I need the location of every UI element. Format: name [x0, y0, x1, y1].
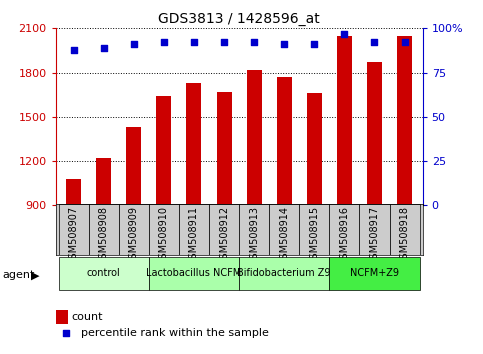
Text: agent: agent [2, 270, 35, 280]
Bar [149, 204, 179, 255]
Bar [389, 204, 420, 255]
Text: GSM508917: GSM508917 [369, 206, 380, 265]
Bar [269, 204, 299, 255]
Point [130, 41, 138, 47]
Bar [89, 204, 119, 255]
Text: ▶: ▶ [31, 270, 40, 280]
Bar [329, 204, 359, 255]
Bar [119, 204, 149, 255]
Bar [216, 92, 231, 338]
Bar [359, 204, 389, 255]
Text: GSM508909: GSM508909 [129, 206, 139, 265]
Bar [58, 257, 149, 290]
Bar [239, 257, 329, 290]
Point [311, 41, 318, 47]
Bar [329, 257, 420, 290]
Text: control: control [87, 268, 121, 279]
Text: Lactobacillus NCFM: Lactobacillus NCFM [146, 268, 242, 279]
Point [220, 40, 228, 45]
Point [280, 41, 288, 47]
Text: percentile rank within the sample: percentile rank within the sample [81, 328, 269, 338]
Point [160, 40, 168, 45]
Bar [397, 36, 412, 338]
Point [190, 40, 198, 45]
Bar [307, 93, 322, 338]
Bar [96, 158, 111, 338]
Text: GSM508918: GSM508918 [399, 206, 410, 265]
Title: GDS3813 / 1428596_at: GDS3813 / 1428596_at [158, 12, 320, 26]
Text: Bifidobacterium Z9: Bifidobacterium Z9 [238, 268, 331, 279]
Bar [209, 204, 239, 255]
Point [70, 47, 77, 52]
Bar [247, 70, 262, 338]
Bar [149, 257, 239, 290]
Text: NCFM+Z9: NCFM+Z9 [350, 268, 399, 279]
Text: GSM508914: GSM508914 [279, 206, 289, 265]
Text: GSM508915: GSM508915 [309, 206, 319, 265]
Bar [66, 179, 81, 338]
Point [250, 40, 258, 45]
Bar [239, 204, 269, 255]
Text: count: count [71, 312, 103, 322]
Text: GSM508907: GSM508907 [69, 206, 79, 265]
Point [62, 330, 70, 336]
Bar [337, 36, 352, 338]
Bar [156, 96, 171, 338]
Bar [126, 127, 142, 338]
Bar [277, 77, 292, 338]
Text: GSM508912: GSM508912 [219, 206, 229, 265]
Bar [179, 204, 209, 255]
Point [100, 45, 108, 51]
Bar [367, 62, 382, 338]
Bar [186, 83, 201, 338]
Bar [58, 204, 89, 255]
Text: GSM508908: GSM508908 [99, 206, 109, 265]
Text: GSM508916: GSM508916 [340, 206, 349, 265]
Point [341, 31, 348, 36]
Text: GSM508911: GSM508911 [189, 206, 199, 265]
Point [401, 40, 409, 45]
Text: GSM508913: GSM508913 [249, 206, 259, 265]
Text: GSM508910: GSM508910 [159, 206, 169, 265]
Point [370, 40, 378, 45]
Bar [299, 204, 329, 255]
